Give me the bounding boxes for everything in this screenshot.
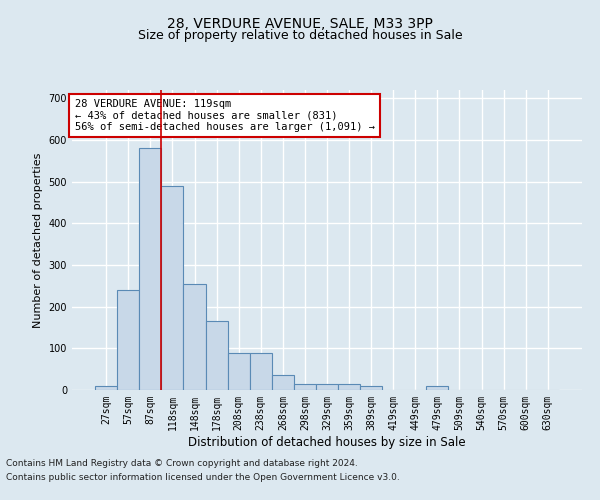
Bar [338,384,360,390]
Text: Contains HM Land Registry data © Crown copyright and database right 2024.: Contains HM Land Registry data © Crown c… [6,458,358,468]
Text: 28, VERDURE AVENUE, SALE, M33 3PP: 28, VERDURE AVENUE, SALE, M33 3PP [167,18,433,32]
Bar [161,186,184,390]
Bar [294,384,316,390]
Bar [95,386,117,390]
Text: Size of property relative to detached houses in Sale: Size of property relative to detached ho… [137,29,463,42]
Bar [427,386,448,390]
Bar [272,376,294,390]
Bar [117,290,139,390]
Bar [227,352,250,390]
Bar [184,284,206,390]
Y-axis label: Number of detached properties: Number of detached properties [33,152,43,328]
Text: Contains public sector information licensed under the Open Government Licence v3: Contains public sector information licen… [6,474,400,482]
Bar [316,384,338,390]
Bar [360,386,382,390]
X-axis label: Distribution of detached houses by size in Sale: Distribution of detached houses by size … [188,436,466,448]
Text: 28 VERDURE AVENUE: 119sqm
← 43% of detached houses are smaller (831)
56% of semi: 28 VERDURE AVENUE: 119sqm ← 43% of detac… [74,99,374,132]
Bar [139,148,161,390]
Bar [250,352,272,390]
Bar [206,322,227,390]
